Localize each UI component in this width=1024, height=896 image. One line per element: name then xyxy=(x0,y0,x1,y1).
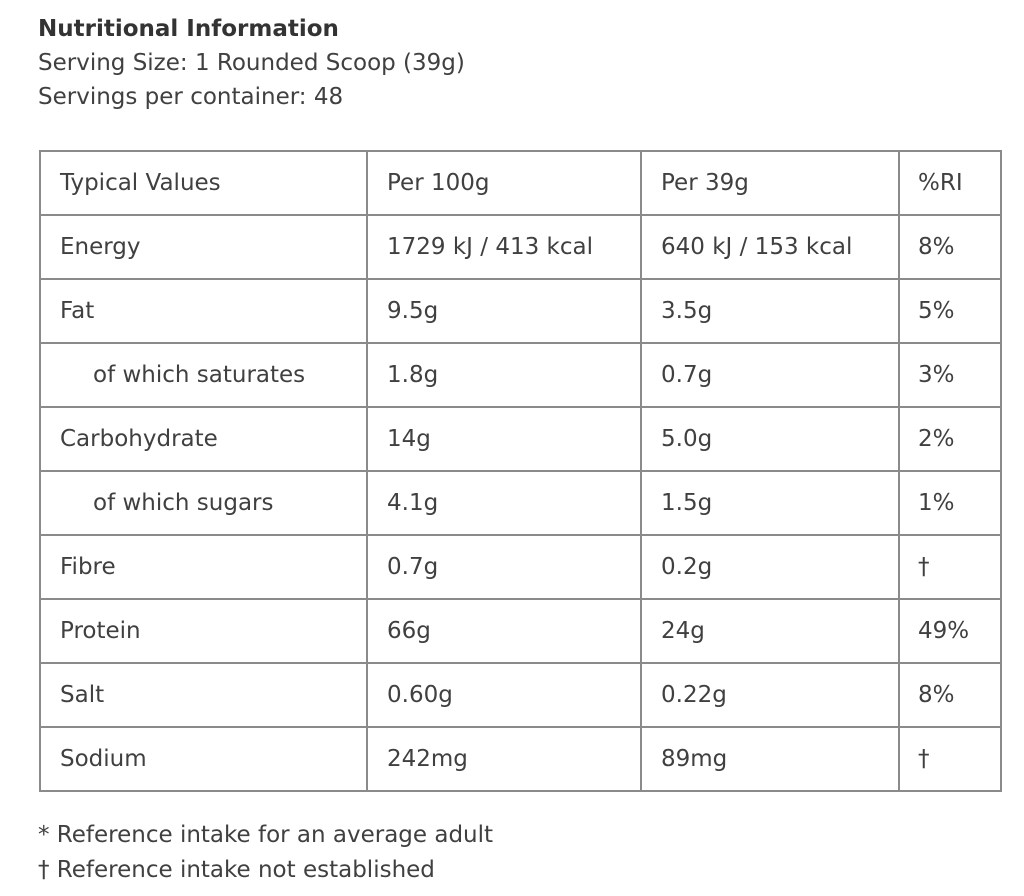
table-row: Protein 66g 24g 49% xyxy=(39,598,1002,664)
page-title: Nutritional Information xyxy=(38,16,339,42)
ri-value: 5% xyxy=(898,278,1002,344)
table-row: Sodium 242mg 89mg † xyxy=(39,726,1002,792)
nutrient-name: of which saturates xyxy=(39,342,368,408)
per-serving-value: 1.5g xyxy=(640,470,900,536)
nutrient-name: of which sugars xyxy=(39,470,368,536)
per-100g-value: 0.60g xyxy=(366,662,642,728)
table-row: of which saturates 1.8g 0.7g 3% xyxy=(39,342,1002,408)
ri-value: 8% xyxy=(898,662,1002,728)
ri-value: 49% xyxy=(898,598,1002,664)
nutrient-name: Fibre xyxy=(39,534,368,600)
footnote-not-established: † Reference intake not established xyxy=(38,857,435,883)
nutrient-name: Protein xyxy=(39,598,368,664)
table-row: Carbohydrate 14g 5.0g 2% xyxy=(39,406,1002,472)
table-row: Fibre 0.7g 0.2g † xyxy=(39,534,1002,600)
per-serving-value: 0.7g xyxy=(640,342,900,408)
serving-size: Serving Size: 1 Rounded Scoop (39g) xyxy=(38,50,465,76)
column-header-typical-values: Typical Values xyxy=(39,150,368,216)
nutrient-name: Salt xyxy=(39,662,368,728)
nutrient-name: Carbohydrate xyxy=(39,406,368,472)
servings-per-container: Servings per container: 48 xyxy=(38,84,344,110)
per-serving-value: 640 kJ / 153 kcal xyxy=(640,214,900,280)
per-100g-value: 1.8g xyxy=(366,342,642,408)
ri-value: 2% xyxy=(898,406,1002,472)
table-row: Energy 1729 kJ / 413 kcal 640 kJ / 153 k… xyxy=(39,214,1002,280)
column-header-per-serving: Per 39g xyxy=(640,150,900,216)
ri-value: 1% xyxy=(898,470,1002,536)
per-serving-value: 0.2g xyxy=(640,534,900,600)
nutrient-name: Sodium xyxy=(39,726,368,792)
per-serving-value: 5.0g xyxy=(640,406,900,472)
per-100g-value: 0.7g xyxy=(366,534,642,600)
table-row: of which sugars 4.1g 1.5g 1% xyxy=(39,470,1002,536)
per-100g-value: 242mg xyxy=(366,726,642,792)
nutrient-name: Energy xyxy=(39,214,368,280)
per-100g-value: 9.5g xyxy=(366,278,642,344)
per-100g-value: 14g xyxy=(366,406,642,472)
per-serving-value: 0.22g xyxy=(640,662,900,728)
table-row: Salt 0.60g 0.22g 8% xyxy=(39,662,1002,728)
nutrition-table: Typical Values Per 100g Per 39g %RI Ener… xyxy=(39,150,1002,792)
ri-value: † xyxy=(898,534,1002,600)
nutrient-name: Fat xyxy=(39,278,368,344)
nutrition-header: Nutritional Information Serving Size: 1 … xyxy=(38,12,465,114)
column-header-per-100g: Per 100g xyxy=(366,150,642,216)
column-header-ri: %RI xyxy=(898,150,1002,216)
per-serving-value: 24g xyxy=(640,598,900,664)
per-serving-value: 3.5g xyxy=(640,278,900,344)
per-100g-value: 4.1g xyxy=(366,470,642,536)
ri-value: 3% xyxy=(898,342,1002,408)
per-serving-value: 89mg xyxy=(640,726,900,792)
per-100g-value: 66g xyxy=(366,598,642,664)
footnotes: * Reference intake for an average adult … xyxy=(38,818,493,888)
table-row: Fat 9.5g 3.5g 5% xyxy=(39,278,1002,344)
per-100g-value: 1729 kJ / 413 kcal xyxy=(366,214,642,280)
footnote-reference-intake: * Reference intake for an average adult xyxy=(38,822,494,848)
table-header-row: Typical Values Per 100g Per 39g %RI xyxy=(39,150,1002,216)
ri-value: 8% xyxy=(898,214,1002,280)
ri-value: † xyxy=(898,726,1002,792)
